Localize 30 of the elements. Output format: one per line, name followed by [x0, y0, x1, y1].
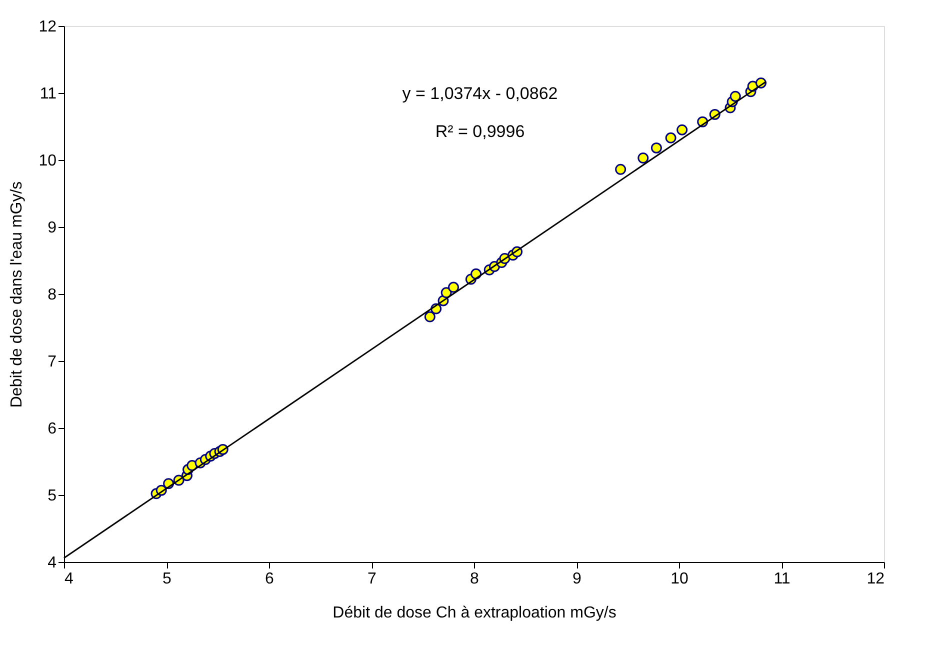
point: [665, 132, 676, 144]
x-axis-title: Débit de dose Ch à extraploation mGy/s: [332, 604, 616, 622]
x-tick-label: 4: [64, 570, 74, 588]
x-tick-label: 12: [866, 570, 885, 588]
annotation: y = 1,0374x - 0,0862: [402, 84, 558, 103]
point: [650, 142, 662, 154]
x-tick-label: 7: [368, 570, 377, 588]
point: [424, 311, 436, 322]
y-tick-label: 6: [48, 420, 57, 438]
y-tick-label: 4: [48, 554, 57, 572]
x-tick-label: 9: [572, 570, 582, 588]
point: [448, 282, 459, 293]
y-tick-label: 12: [38, 18, 57, 36]
annotation: R² = 0,9996: [435, 122, 525, 141]
y-tick-label: 10: [38, 152, 57, 170]
y-tick-label: 7: [48, 354, 57, 370]
y-tick-label: 11: [40, 86, 57, 102]
x-tick-label: 10: [670, 570, 688, 588]
y-axis-title: Debit de dose dans l'eau mGy/s: [8, 181, 26, 408]
point: [730, 90, 741, 102]
x-tick-label: 8: [470, 570, 480, 588]
x-tick-label: 11: [774, 570, 790, 588]
point: [638, 152, 649, 164]
point: [676, 124, 688, 136]
x-tick-label: 6: [265, 570, 274, 588]
y-tick-label: 9: [48, 220, 57, 236]
y-tick-label: 5: [48, 488, 57, 504]
y-tick-label: 8: [48, 286, 57, 304]
x-tick-label: 5: [162, 570, 172, 588]
point: [615, 164, 626, 175]
